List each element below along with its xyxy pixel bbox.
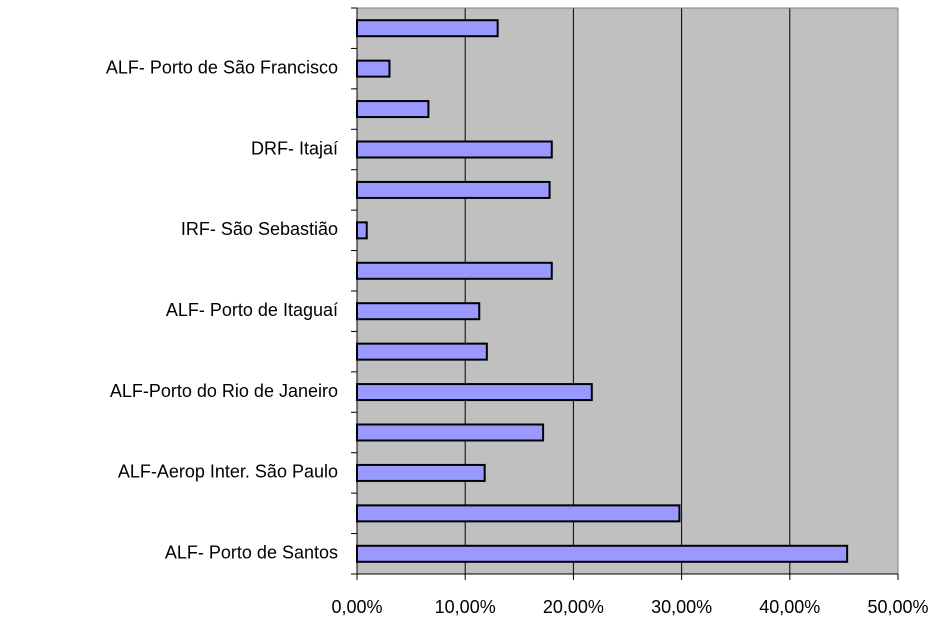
- x-tick-label: 20,00%: [543, 597, 604, 617]
- plot-area: [357, 8, 898, 574]
- y-tick-label: DRF- Itajaí: [251, 138, 338, 158]
- bar: [356, 221, 368, 240]
- x-tick-label: 10,00%: [435, 597, 496, 617]
- bar: [356, 59, 391, 78]
- y-tick-label: ALF-Aerop Inter. São Paulo: [118, 462, 338, 482]
- bar: [356, 100, 430, 119]
- bar: [356, 423, 545, 442]
- x-tick-label: 40,00%: [759, 597, 820, 617]
- y-tick-label: ALF- Porto de Santos: [165, 543, 338, 563]
- bar: [356, 261, 553, 280]
- y-tick-label: ALF- Porto de Itaguaí: [166, 300, 338, 320]
- x-tick-label: 30,00%: [651, 597, 712, 617]
- bar: [356, 140, 553, 159]
- bar: [356, 180, 551, 199]
- y-tick-label: ALF- Porto de São Francisco: [106, 57, 338, 77]
- bar: [356, 383, 593, 402]
- x-tick-label: 50,00%: [867, 597, 928, 617]
- y-tick-label: ALF-Porto do Rio de Janeiro: [110, 381, 338, 401]
- bar: [356, 544, 849, 563]
- bar: [356, 463, 486, 482]
- bar: [356, 504, 681, 523]
- bar: [356, 342, 488, 361]
- bar: [356, 302, 481, 321]
- x-tick-label: 0,00%: [331, 597, 382, 617]
- y-tick-label: IRF- São Sebastião: [181, 219, 338, 239]
- bar: [356, 19, 499, 38]
